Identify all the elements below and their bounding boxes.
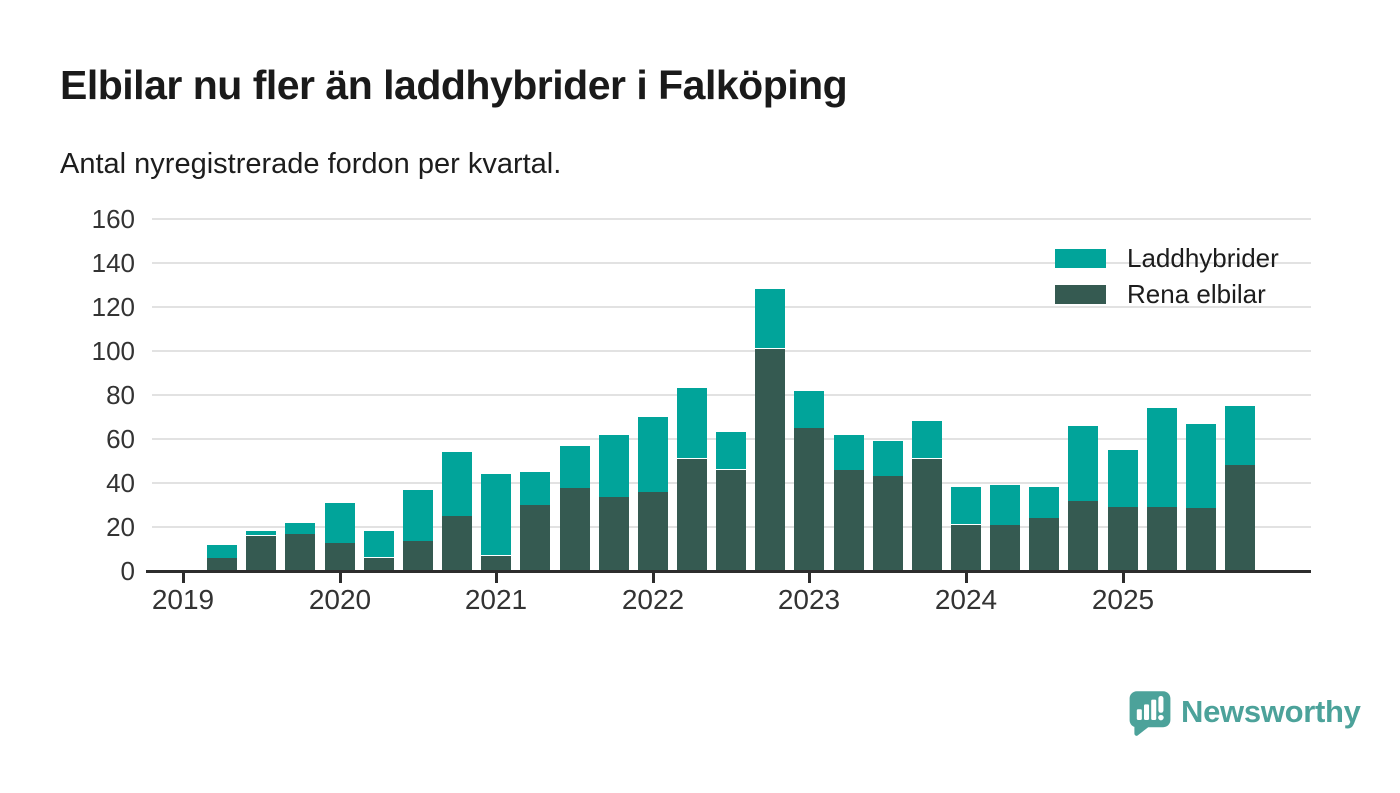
x-axis-tick	[965, 572, 968, 583]
x-axis-tick	[652, 572, 655, 583]
y-axis-tick-label: 20	[106, 512, 135, 542]
x-axis-tick	[495, 572, 498, 583]
bar-2020-K3-laddhybrider	[403, 490, 433, 541]
bar-2025-K2-laddhybrider	[1147, 408, 1177, 507]
bar-2021-K4-laddhybrider	[599, 435, 629, 497]
x-axis-tick	[182, 572, 185, 583]
bar-2021-K3-laddhybrider	[560, 446, 590, 488]
x-axis-tick-label: 2021	[464, 584, 528, 615]
bar-2021-K2-rena-elbilar	[520, 505, 550, 571]
bar-2025-K1-laddhybrider	[1108, 450, 1138, 507]
bar-2023-K1-laddhybrider	[794, 391, 824, 428]
x-axis-tick-label: 2020	[308, 584, 372, 615]
legend-item-rena-elbilar: Rena elbilar	[1055, 279, 1279, 309]
bar-2023-K4-laddhybrider	[912, 421, 942, 458]
bar-2020-K1-rena-elbilar	[325, 542, 355, 571]
x-axis-tick-label: 2019	[151, 584, 215, 615]
bar-2025-K2-rena-elbilar	[1147, 507, 1177, 571]
bar-2024-K3-laddhybrider	[1029, 487, 1059, 518]
gridline-y-80	[152, 394, 1311, 396]
x-axis-tick-label: 2022	[621, 584, 685, 615]
bar-2024-K1-rena-elbilar	[951, 525, 981, 571]
bar-2019-K3-laddhybrider	[246, 531, 276, 535]
bar-2020-K3-rena-elbilar	[403, 540, 433, 571]
bar-2023-K2-rena-elbilar	[834, 470, 864, 571]
bar-2021-K3-rena-elbilar	[560, 487, 590, 571]
y-axis-tick-label: 40	[106, 468, 135, 498]
x-axis-line	[146, 570, 1311, 573]
bar-2024-K1-laddhybrider	[951, 487, 981, 524]
bar-2023-K2-laddhybrider	[834, 435, 864, 470]
bar-2025-K1-rena-elbilar	[1108, 507, 1138, 571]
newsworthy-logo-icon	[1129, 691, 1171, 736]
y-axis-tick-label: 100	[91, 336, 135, 366]
y-axis-tick-label: 60	[106, 424, 135, 454]
bar-2019-K2-laddhybrider	[207, 545, 237, 558]
legend-label: Rena elbilar	[1127, 278, 1266, 309]
bar-2021-K2-laddhybrider	[520, 472, 550, 505]
y-axis-tick-label: 0	[120, 556, 135, 586]
bar-2021-K1-rena-elbilar	[481, 556, 511, 571]
bar-2021-K1-laddhybrider	[481, 474, 511, 555]
y-axis-tick-label: 160	[91, 204, 135, 234]
rena-elbilar-swatch-icon	[1055, 284, 1106, 304]
bar-2024-K3-rena-elbilar	[1029, 518, 1059, 571]
bar-2022-K3-rena-elbilar	[716, 470, 746, 571]
bar-2022-K4-rena-elbilar	[755, 349, 785, 571]
bar-2023-K3-laddhybrider	[873, 441, 903, 476]
bar-2022-K2-rena-elbilar	[677, 459, 707, 571]
legend-item-laddhybrider: Laddhybrider	[1055, 243, 1279, 273]
bar-2022-K2-laddhybrider	[677, 388, 707, 458]
x-axis-tick	[339, 572, 342, 583]
bar-2024-K4-laddhybrider	[1068, 426, 1098, 501]
x-axis-tick-label: 2023	[777, 584, 841, 615]
newsworthy-wordmark: Newsworthy	[1181, 694, 1361, 729]
x-axis-tick	[808, 572, 811, 583]
y-axis-tick-label: 80	[106, 380, 135, 410]
bar-2020-K4-rena-elbilar	[442, 516, 472, 571]
x-axis-tick-label: 2024	[934, 584, 998, 615]
bar-2020-K1-laddhybrider	[325, 503, 355, 543]
bar-2024-K2-rena-elbilar	[990, 525, 1020, 571]
y-axis-tick-label: 140	[91, 248, 135, 278]
bar-2022-K1-laddhybrider	[638, 417, 668, 492]
bar-2021-K4-rena-elbilar	[599, 496, 629, 571]
gridline-y-120	[152, 306, 1311, 308]
gridline-y-140	[152, 262, 1311, 264]
legend-label: Laddhybrider	[1127, 242, 1279, 273]
bar-2025-K3-rena-elbilar	[1186, 507, 1216, 571]
bar-2022-K3-laddhybrider	[716, 432, 746, 469]
bar-2020-K4-laddhybrider	[442, 452, 472, 516]
bar-2025-K3-laddhybrider	[1186, 424, 1216, 508]
x-axis-tick	[1122, 572, 1125, 583]
chart-title: Elbilar nu fler än laddhybrider i Falköp…	[60, 62, 848, 108]
legend: Laddhybrider Rena elbilar	[1055, 243, 1279, 315]
bar-2019-K2-rena-elbilar	[207, 558, 237, 571]
bar-2020-K2-rena-elbilar	[364, 558, 394, 571]
bar-2023-K3-rena-elbilar	[873, 476, 903, 571]
bar-2020-K2-laddhybrider	[364, 531, 394, 557]
bar-2024-K2-laddhybrider	[990, 485, 1020, 525]
bar-2025-K4-rena-elbilar	[1225, 465, 1255, 571]
gridline-y-100	[152, 350, 1311, 352]
speech-bubble-shape	[1129, 691, 1171, 736]
newsworthy-branding: Newsworthy	[1128, 690, 1361, 738]
bar-2023-K4-rena-elbilar	[912, 459, 942, 571]
bar-2022-K1-rena-elbilar	[638, 492, 668, 571]
gridline-y-160	[152, 218, 1311, 220]
bar-2019-K4-laddhybrider	[285, 523, 315, 534]
bar-2025-K4-laddhybrider	[1225, 406, 1255, 465]
bar-2019-K3-rena-elbilar	[246, 536, 276, 571]
bar-2019-K4-rena-elbilar	[285, 534, 315, 571]
laddhybrider-swatch-icon	[1055, 248, 1106, 268]
bar-2022-K4-laddhybrider	[755, 289, 785, 348]
bar-2023-K1-rena-elbilar	[794, 428, 824, 571]
bar-2024-K4-rena-elbilar	[1068, 501, 1098, 571]
chart-subtitle: Antal nyregistrerade fordon per kvartal.	[60, 148, 562, 180]
x-axis-tick-label: 2025	[1091, 584, 1155, 615]
y-axis-tick-label: 120	[91, 292, 135, 322]
